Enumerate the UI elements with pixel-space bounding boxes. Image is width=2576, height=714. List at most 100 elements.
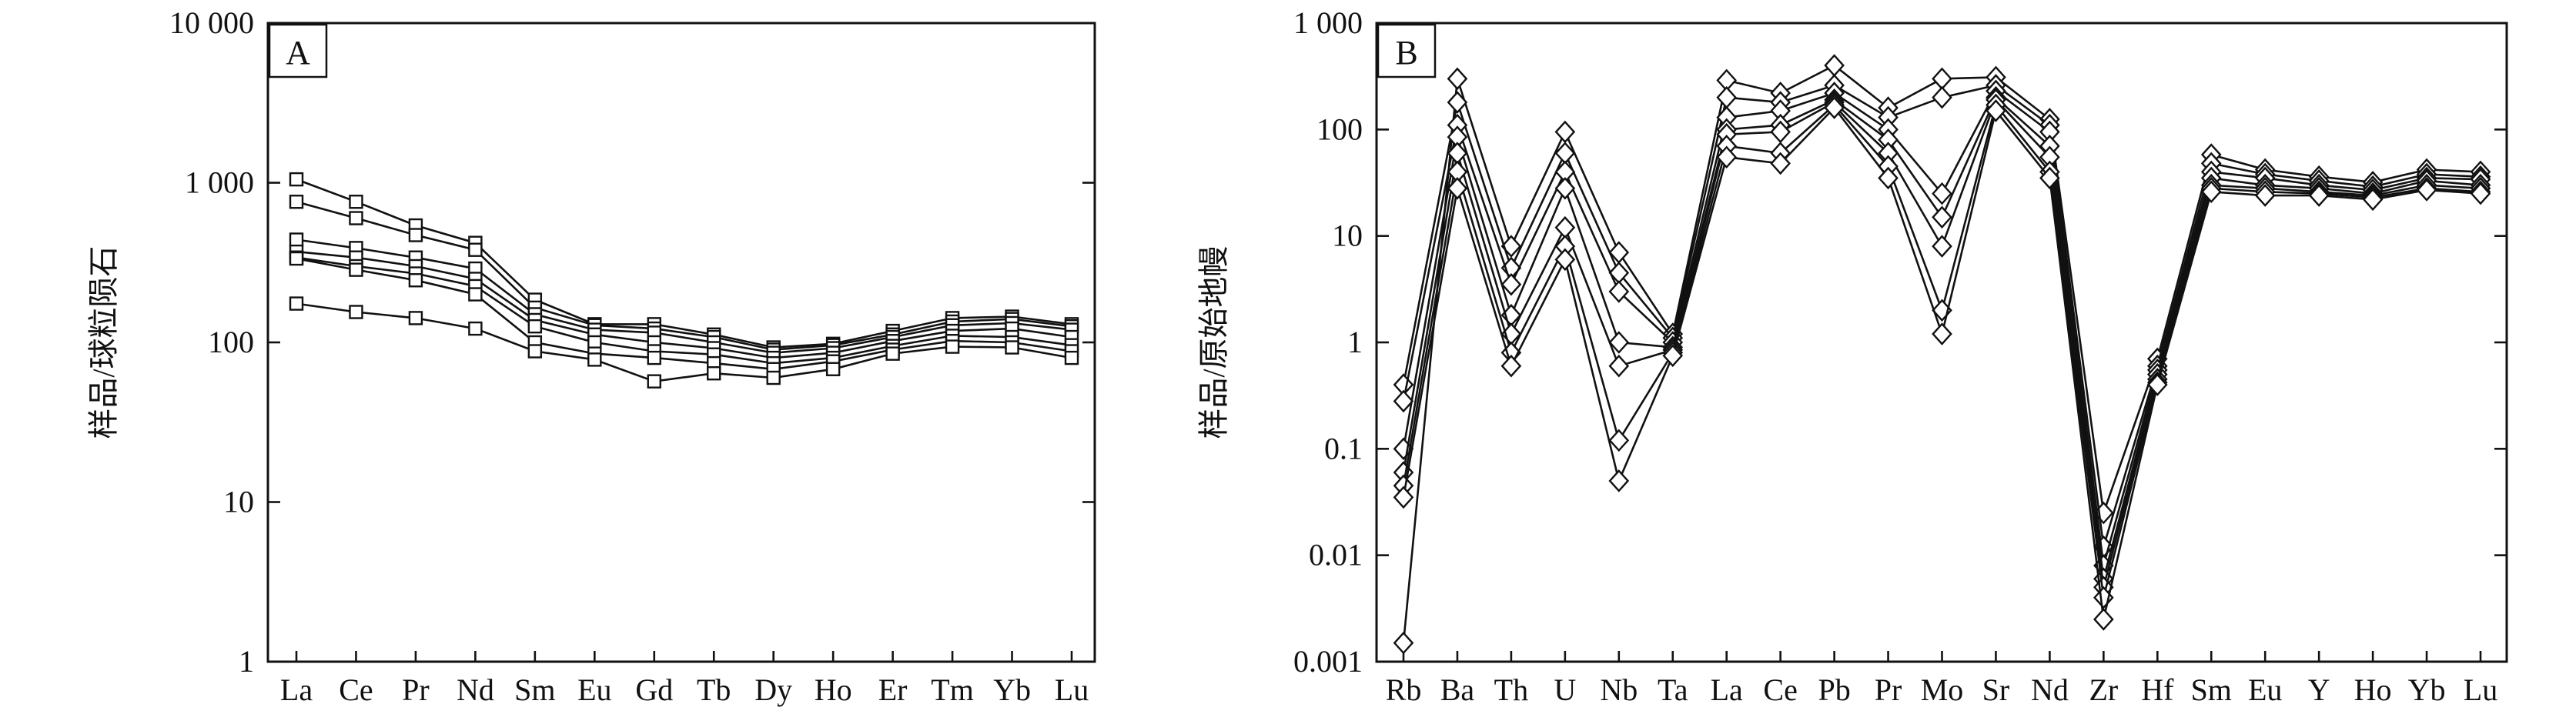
panel-a-point-marker bbox=[468, 242, 483, 257]
panel-a-point-marker bbox=[945, 339, 960, 354]
panel-b-x-tick-label: Hf bbox=[2141, 672, 2174, 707]
panel-a-x-tick-label: Ho bbox=[815, 672, 852, 707]
panel-b-y-tick-label: 0.1 bbox=[1324, 431, 1363, 465]
panel-a-y-tick-label: 10 bbox=[223, 485, 254, 519]
panel-b-point-marker bbox=[1932, 67, 1952, 91]
panel-b-x-tick-label: Ba bbox=[1440, 672, 1475, 707]
panel-b-y-tick-label: 100 bbox=[1316, 112, 1363, 146]
panel-b-point-marker bbox=[1824, 54, 1845, 77]
panel-a-x-tick-label: Er bbox=[878, 672, 908, 707]
panel-a-x-tick-label: Nd bbox=[457, 672, 494, 707]
panel-b-x-tick-label: Th bbox=[1494, 672, 1528, 707]
panel-b-tag: B bbox=[1395, 34, 1417, 72]
panel-a-x-tick-label: Tm bbox=[931, 672, 974, 707]
panel-a-tag-box bbox=[268, 23, 328, 78]
panel-a-point-marker bbox=[468, 287, 483, 302]
panel-b-point-marker bbox=[1824, 96, 1845, 119]
panel-a-point-marker bbox=[1064, 350, 1079, 365]
panel-a-series-7 bbox=[289, 296, 1079, 389]
panel-b-x-tick-label: Ho bbox=[2354, 672, 2392, 707]
panel-a-point-marker bbox=[707, 366, 721, 381]
panel-a-series-group bbox=[289, 172, 1079, 389]
panel-a-point-marker bbox=[408, 311, 423, 325]
panel-b-chart: B 样品/原始地幔 0.001 0.01 0.1 1 10 100 1 000 Rb Ba Th… bbox=[1196, 5, 2508, 707]
panel-b-series-1 bbox=[1393, 54, 2491, 655]
panel-b-x-tick-label: Eu bbox=[2248, 672, 2282, 707]
panel-a-series-line bbox=[296, 256, 1072, 365]
panel-b-x-tick-label: Sm bbox=[2191, 672, 2232, 707]
panel-a-series-line bbox=[296, 239, 1072, 354]
panel-b-point-marker bbox=[1986, 99, 2006, 122]
panel-b-point-marker bbox=[1554, 215, 1576, 239]
panel-b-point-marker bbox=[1393, 631, 1414, 655]
panel-a-y-tick-label: 1 bbox=[239, 644, 254, 679]
panel-a-point-marker bbox=[647, 350, 661, 365]
panel-b-point-marker bbox=[1554, 248, 1576, 272]
panel-b-point-marker bbox=[1500, 272, 1522, 296]
panel-b-x-tick-label: La bbox=[1711, 672, 1743, 707]
panel-a-point-marker bbox=[289, 172, 304, 187]
panel-a-series-5 bbox=[289, 250, 1079, 371]
panel-b-x-tick-label: Y bbox=[2308, 672, 2330, 707]
panel-b-point-marker bbox=[1932, 85, 1952, 109]
panel-b-point-marker bbox=[2416, 178, 2437, 202]
panel-a-y-tick-label: 10 000 bbox=[169, 5, 254, 40]
panel-b-point-marker bbox=[1500, 235, 1522, 258]
panel-a-series-line bbox=[296, 250, 1072, 359]
panel-b-x-tick-label: Nb bbox=[1600, 672, 1638, 707]
panel-a-x-tick-label: Pr bbox=[402, 672, 430, 707]
panel-b-x-ticks: Rb Ba Th U Nb Ta La Ce Pb Pr Mo Sr Nd Zr Hf Sm Eu Y Ho Yb Lu bbox=[1386, 651, 2497, 707]
panel-a-point-marker bbox=[289, 251, 304, 266]
panel-b-point-marker bbox=[1393, 389, 1414, 413]
panel-a-point-marker bbox=[408, 273, 423, 288]
panel-a-point-marker bbox=[349, 305, 363, 319]
panel-a-series-6 bbox=[289, 251, 1079, 376]
panel-b-point-marker bbox=[1662, 344, 1684, 368]
panel-b-y-tick-label: 10 bbox=[1332, 219, 1363, 253]
panel-a-point-marker bbox=[349, 211, 363, 225]
panel-a-point-marker bbox=[1005, 340, 1019, 355]
panel-b-series-7 bbox=[1393, 96, 2491, 631]
panel-a-point-marker bbox=[468, 321, 483, 336]
panel-b-point-marker bbox=[1608, 354, 1630, 378]
panel-b-point-marker bbox=[2146, 373, 2168, 396]
panel-a-point-marker bbox=[766, 370, 781, 385]
panel-b-point-marker bbox=[1500, 354, 1522, 378]
panel-a-series-line bbox=[296, 302, 1072, 383]
panel-a-series-line bbox=[296, 178, 1072, 349]
panel-b-tag-box bbox=[1377, 23, 1437, 78]
panel-a-x-tick-label: Ce bbox=[339, 672, 373, 707]
panel-b-point-marker bbox=[2200, 180, 2222, 204]
panel-b-x-tick-label: Lu bbox=[2464, 672, 2497, 707]
panel-a-x-tick-label: Yb bbox=[993, 672, 1031, 707]
panel-a-point-marker bbox=[587, 352, 602, 367]
panel-a-point-marker bbox=[647, 374, 661, 389]
panel-a-point-marker bbox=[289, 195, 304, 209]
panel-b-y-tick-label: 1 bbox=[1347, 325, 1363, 359]
panel-b-point-marker bbox=[1608, 331, 1630, 354]
panel-a-point-marker bbox=[349, 262, 363, 277]
panel-b-point-marker bbox=[1608, 429, 1630, 452]
panel-a-point-marker bbox=[289, 232, 304, 247]
panel-b-x-tick-label: Rb bbox=[1386, 672, 1422, 707]
panel-b-y-axis-title: 样品/原始地幔 bbox=[1196, 245, 1231, 439]
panel-b-point-marker bbox=[1447, 177, 1468, 200]
panel-b-point-marker bbox=[1447, 91, 1468, 114]
panel-a-series-line bbox=[296, 257, 1072, 371]
panel-b-x-tick-label: Ce bbox=[1763, 672, 1797, 707]
panel-b-point-marker bbox=[1932, 322, 1952, 345]
panel-b-point-marker bbox=[2254, 184, 2276, 207]
panel-b-y-tick-label: 0.001 bbox=[1293, 644, 1363, 679]
panel-b-y-tick-label: 0.01 bbox=[1309, 538, 1363, 572]
panel-a-x-tick-label: Eu bbox=[577, 672, 611, 707]
panel-b-point-marker bbox=[1716, 85, 1738, 109]
panel-b-point-marker bbox=[1393, 485, 1414, 509]
panel-b-x-tick-label: U bbox=[1554, 672, 1576, 707]
panel-b-point-marker bbox=[1608, 469, 1630, 492]
panel-a-y-tick-label: 1 000 bbox=[185, 165, 254, 200]
panel-a-x-tick-label: Lu bbox=[1055, 672, 1089, 707]
panel-b-point-marker bbox=[1608, 280, 1630, 303]
panel-b-x-tick-label: Yb bbox=[2408, 672, 2446, 707]
panel-b-x-tick-label: Zr bbox=[2089, 672, 2118, 707]
panel-a-point-marker bbox=[408, 228, 423, 242]
